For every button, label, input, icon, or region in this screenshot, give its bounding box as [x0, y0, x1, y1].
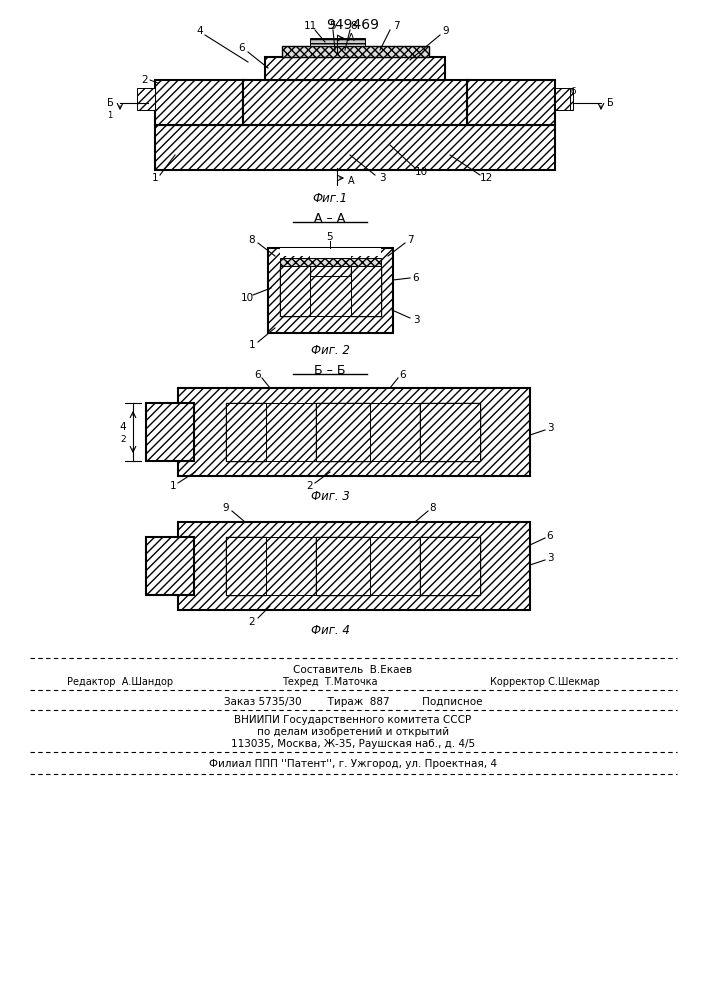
Text: 6: 6 — [399, 370, 407, 380]
Text: 113035, Москва, Ж-35, Раушская наб., д. 4/5: 113035, Москва, Ж-35, Раушская наб., д. … — [231, 739, 475, 749]
Bar — [370, 403, 420, 461]
Text: ВНИИПИ Государственного комитета СССР: ВНИИПИ Государственного комитета СССР — [235, 715, 472, 725]
Text: 1: 1 — [107, 110, 112, 119]
Text: А: А — [348, 176, 354, 186]
Text: 12: 12 — [479, 173, 493, 183]
Text: по делам изобретений и открытий: по делам изобретений и открытий — [257, 727, 449, 737]
Text: 11: 11 — [303, 21, 317, 31]
Bar — [146, 537, 194, 595]
Text: б: б — [571, 88, 575, 97]
Bar — [351, 266, 381, 316]
Text: 5: 5 — [329, 21, 337, 31]
Bar — [280, 266, 310, 316]
Text: 4: 4 — [119, 422, 127, 432]
Text: 5: 5 — [327, 232, 333, 242]
Bar — [316, 537, 370, 595]
Bar — [226, 403, 266, 461]
Text: 2: 2 — [307, 481, 313, 491]
Text: 8: 8 — [430, 503, 436, 513]
Text: 10: 10 — [240, 293, 254, 303]
Bar — [178, 388, 530, 476]
Text: 2: 2 — [141, 75, 148, 85]
Bar — [420, 537, 480, 595]
Bar — [266, 537, 316, 595]
Text: 6: 6 — [239, 43, 245, 53]
Text: Составитель  В.Екаев: Составитель В.Екаев — [293, 665, 413, 675]
Bar — [155, 80, 243, 125]
Text: 6: 6 — [255, 370, 262, 380]
Text: Б: Б — [607, 98, 614, 108]
Text: А: А — [348, 33, 354, 43]
Text: 1: 1 — [170, 481, 176, 491]
Text: Б – Б: Б – Б — [314, 363, 346, 376]
Text: 7: 7 — [407, 235, 414, 245]
Text: Фиг. 3: Фиг. 3 — [310, 489, 349, 502]
Bar — [226, 537, 266, 595]
Text: Редактор  А.Шандор: Редактор А.Шандор — [67, 677, 173, 687]
Bar — [420, 403, 480, 461]
Bar — [351, 248, 381, 256]
Bar — [155, 125, 555, 170]
Bar — [420, 403, 480, 461]
Bar — [280, 258, 381, 266]
Text: 2: 2 — [120, 434, 126, 444]
Text: 949469: 949469 — [327, 18, 380, 32]
Bar — [316, 403, 370, 461]
Bar — [280, 248, 310, 256]
Text: Фиг. 2: Фиг. 2 — [310, 344, 349, 357]
Text: Б: Б — [107, 98, 113, 108]
Text: Фиг. 4: Фиг. 4 — [310, 624, 349, 637]
Bar — [265, 57, 445, 80]
Bar — [310, 248, 351, 266]
Bar — [351, 266, 381, 316]
Text: 3: 3 — [379, 173, 385, 183]
Bar — [282, 46, 429, 57]
Text: 8: 8 — [249, 235, 255, 245]
Text: 9: 9 — [443, 26, 450, 36]
Text: 1: 1 — [249, 340, 255, 350]
Bar — [226, 537, 266, 595]
Bar — [243, 80, 467, 125]
Bar — [555, 88, 573, 110]
Text: Корректор С.Шекмар: Корректор С.Шекмар — [490, 677, 600, 687]
Bar — [316, 403, 370, 461]
Text: 1: 1 — [152, 173, 158, 183]
Text: Заказ 5735/30        Тираж  887          Подписное: Заказ 5735/30 Тираж 887 Подписное — [223, 697, 482, 707]
Bar — [310, 38, 365, 46]
Text: 10: 10 — [414, 167, 428, 177]
Bar — [280, 266, 310, 316]
Text: 6: 6 — [547, 531, 554, 541]
Text: 9: 9 — [223, 503, 229, 513]
Bar — [467, 80, 555, 125]
Bar — [226, 403, 266, 461]
Text: 7: 7 — [392, 21, 399, 31]
Bar — [268, 248, 393, 333]
Text: Филиал ППП ''Патент'', г. Ужгород, ул. Проектная, 4: Филиал ППП ''Патент'', г. Ужгород, ул. П… — [209, 759, 497, 769]
Text: А – А: А – А — [315, 212, 346, 225]
Text: 8: 8 — [351, 21, 357, 31]
Text: Техред  Т.Маточка: Техред Т.Маточка — [282, 677, 378, 687]
Text: 3: 3 — [547, 423, 554, 433]
Bar — [178, 522, 530, 610]
Text: 3: 3 — [413, 315, 419, 325]
Text: 3: 3 — [547, 553, 554, 563]
Bar — [266, 403, 316, 461]
Bar — [310, 276, 351, 316]
Bar — [420, 537, 480, 595]
Text: 2: 2 — [249, 617, 255, 627]
Bar — [316, 537, 370, 595]
Text: 4: 4 — [197, 26, 204, 36]
Bar — [146, 403, 194, 461]
Bar — [370, 537, 420, 595]
Text: 6: 6 — [413, 273, 419, 283]
Text: Фиг.1: Фиг.1 — [312, 192, 348, 205]
Bar — [137, 88, 155, 110]
